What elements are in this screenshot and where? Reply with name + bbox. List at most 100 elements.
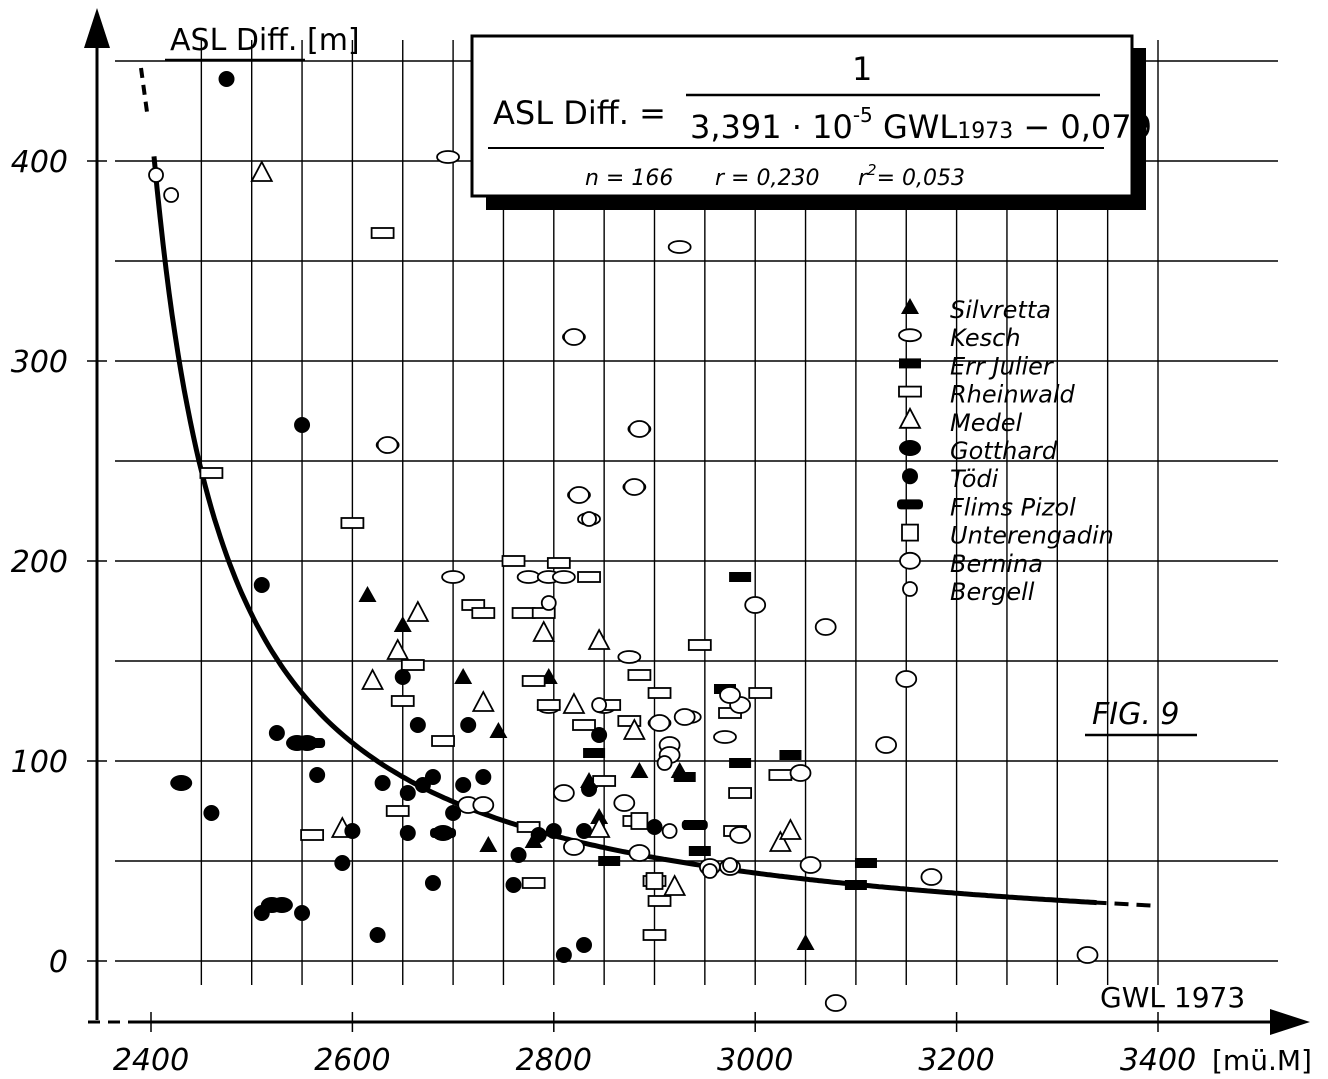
data-point [591, 697, 608, 713]
data-point [796, 934, 815, 950]
data-point [814, 618, 837, 636]
data-point [768, 769, 793, 781]
data-point [617, 715, 642, 727]
x-tick-label: 3400 [1120, 1043, 1196, 1078]
series-bergell [148, 167, 738, 879]
legend-label: Bernina [950, 550, 1043, 578]
legend-label: Bergell [950, 578, 1035, 606]
data-point [591, 727, 608, 743]
legend-marker [898, 406, 922, 429]
data-point [399, 825, 416, 841]
data-point [532, 620, 556, 642]
data-point [728, 787, 752, 799]
data-point [598, 856, 621, 866]
formula-denominator-sub: 1973 [957, 119, 1013, 144]
data-point [729, 572, 752, 582]
data-point [824, 994, 847, 1012]
series-unterengadin [630, 812, 664, 890]
data-point [844, 880, 867, 890]
data-point [854, 858, 877, 868]
regression-curve-extension [139, 67, 149, 113]
data-point [385, 805, 410, 817]
data-point [673, 708, 696, 726]
data-point [309, 767, 326, 783]
formula-stat-r2-label: r [858, 166, 869, 191]
data-point [521, 877, 546, 889]
data-point [789, 764, 812, 782]
formula-stat-r: r = 0,230 [715, 166, 819, 191]
data-point [409, 717, 426, 733]
data-point [203, 805, 220, 821]
data-point [294, 905, 311, 921]
legend-marker [899, 440, 921, 456]
legend-marker [902, 468, 918, 485]
y-tick-label: 100 [11, 745, 68, 780]
data-point [778, 818, 802, 840]
y-tick-label: 200 [11, 545, 68, 580]
x-tick-label: 2400 [113, 1043, 189, 1078]
data-point [505, 877, 522, 893]
data-point [768, 830, 792, 852]
data-point [572, 719, 596, 731]
data-point [555, 947, 572, 963]
data-point [920, 868, 943, 886]
data-point [441, 570, 466, 584]
data-point [568, 486, 590, 504]
data-point [581, 511, 597, 527]
legend-marker [898, 328, 922, 343]
data-point [667, 240, 692, 254]
series-medel [250, 160, 802, 896]
data-point [431, 735, 455, 747]
legend-label: Unterengadin [950, 522, 1114, 550]
regression-curve [139, 67, 1154, 908]
legend-label: Silvretta [950, 296, 1051, 324]
data-point [628, 844, 651, 862]
data-point [250, 160, 274, 182]
data-point [681, 820, 708, 830]
data-point [687, 639, 712, 651]
data-point [471, 690, 495, 712]
formula-denominator-exp: -5 [853, 103, 873, 127]
axes [84, 8, 1310, 1035]
data-point [590, 808, 609, 824]
data-point [713, 730, 737, 744]
figure-label: FIG. 9 [1092, 697, 1180, 732]
formula-box-frame [470, 34, 1134, 198]
data-point [701, 863, 718, 879]
data-point [545, 823, 562, 839]
x-tick-label: 3000 [717, 1043, 793, 1078]
data-point [358, 586, 377, 602]
data-point [361, 668, 385, 690]
data-point [613, 794, 636, 812]
legend-label: Kesch [950, 324, 1021, 352]
data-point [455, 777, 472, 793]
data-point [799, 856, 822, 874]
data-point [253, 905, 270, 921]
formula-stat-n: n = 166 [585, 166, 673, 191]
data-point [663, 874, 687, 896]
formula-denominator: 3,391 · 10-5 GWL1973 − 0,079 [690, 103, 1152, 146]
data-point [479, 836, 498, 852]
data-point [627, 669, 652, 681]
data-point [729, 826, 751, 844]
data-point [647, 687, 672, 699]
formula-stat-r2-exp: 2 [867, 161, 877, 179]
data-point [583, 748, 606, 758]
legend-label: Medel [950, 409, 1022, 437]
data-point [399, 785, 416, 801]
data-point [748, 687, 773, 699]
formula-numerator: 1 [852, 50, 872, 88]
data-point [563, 328, 585, 346]
data-point [511, 607, 536, 619]
data-point [436, 150, 460, 164]
data-point [501, 555, 526, 567]
data-point [268, 725, 285, 741]
legend-label: Rheinwald [950, 381, 1076, 409]
data-point [393, 616, 412, 632]
data-point [719, 686, 741, 704]
data-point [563, 838, 585, 856]
data-point [170, 775, 193, 791]
data-point [646, 819, 663, 835]
